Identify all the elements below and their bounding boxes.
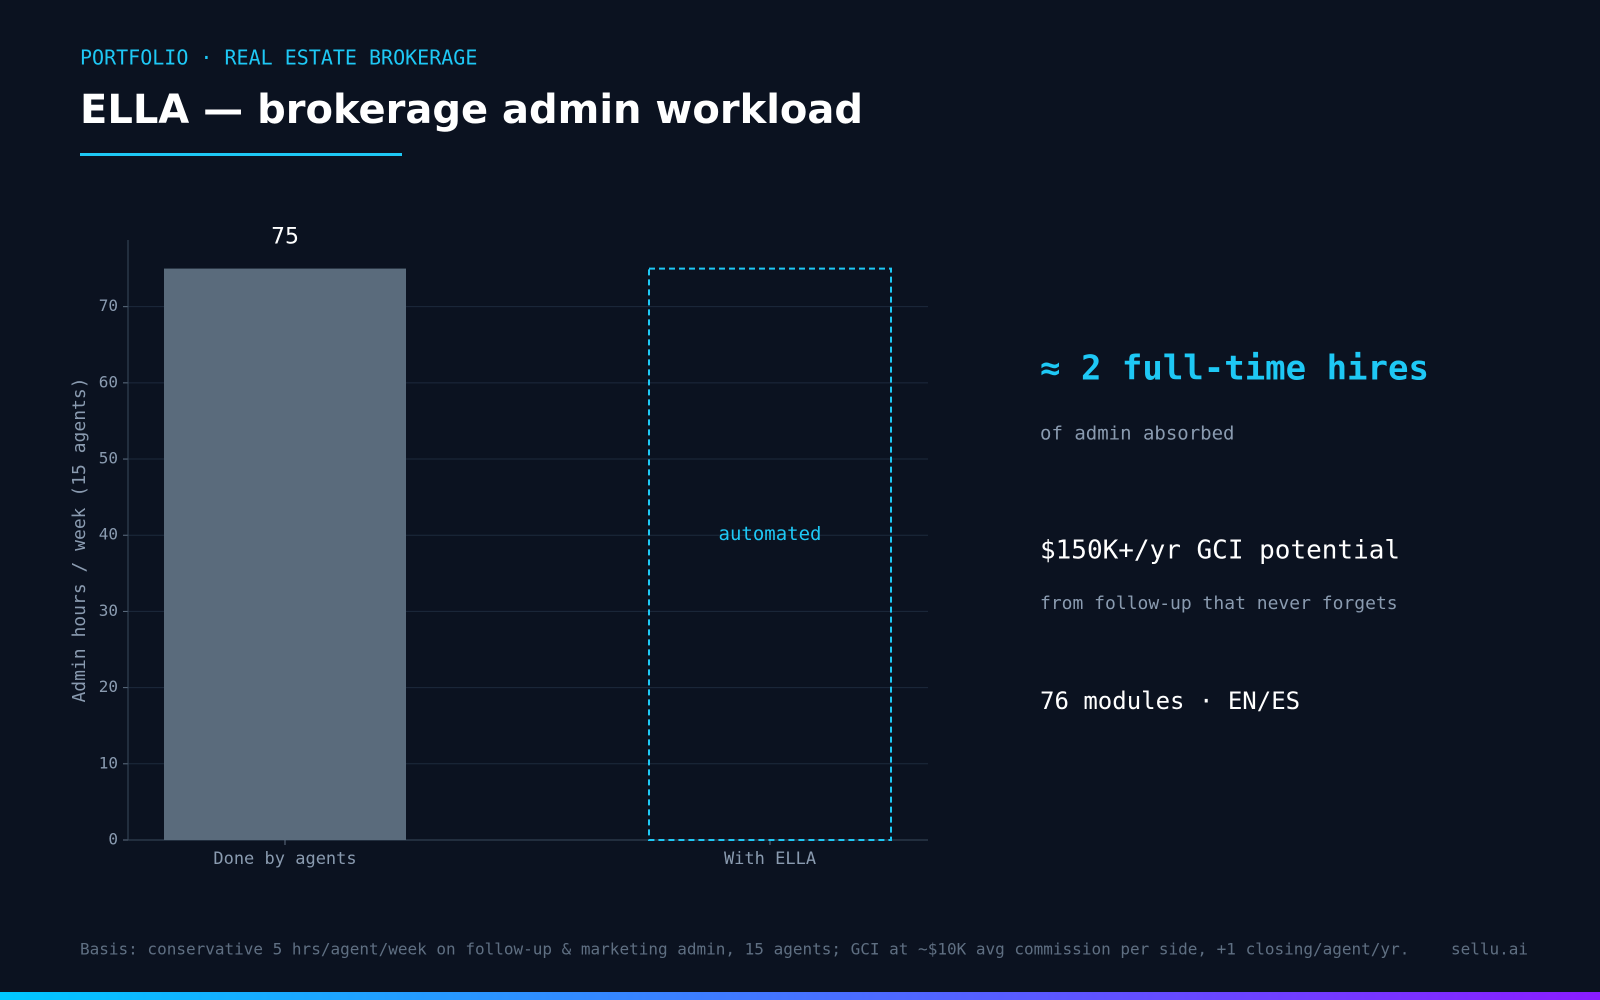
x-tick-label: With ELLA [724, 849, 816, 869]
data-label: 75 [271, 225, 299, 250]
title-underline [80, 153, 402, 156]
highlight-headline: 76 modules · EN/ES [1040, 687, 1300, 715]
y-axis-label: Admin hours / week (15 agents) [69, 377, 90, 702]
y-tick-label: 40 [99, 525, 118, 544]
highlight-headline: $150K+/yr GCI potential [1040, 536, 1400, 566]
bar-annotation: automated [719, 523, 822, 545]
y-tick-label: 50 [99, 449, 118, 468]
highlight-headline: ≈ 2 full-time hires [1040, 349, 1429, 389]
title: ELLA — brokerage admin workload [80, 87, 863, 133]
footer-note: Basis: conservative 5 hrs/agent/week on … [80, 940, 1409, 959]
y-tick-label: 30 [99, 601, 118, 620]
footer-brand: sellu.ai [1451, 940, 1528, 959]
bar-outline [648, 267, 892, 842]
y-tick-label: 60 [99, 372, 118, 391]
x-tick-label: Done by agents [213, 849, 356, 869]
kicker: PORTFOLIO · REAL ESTATE BROKERAGE [80, 46, 477, 70]
highlight-detail: of admin absorbed [1040, 423, 1234, 445]
y-tick-label: 0 [108, 830, 118, 849]
highlight-detail: from follow-up that never forgets [1040, 593, 1398, 614]
y-tick-label: 10 [99, 753, 118, 772]
y-tick-label: 20 [99, 677, 118, 696]
bottom-bar [0, 992, 1600, 1000]
bar [164, 268, 406, 841]
y-tick-label: 70 [99, 296, 118, 315]
